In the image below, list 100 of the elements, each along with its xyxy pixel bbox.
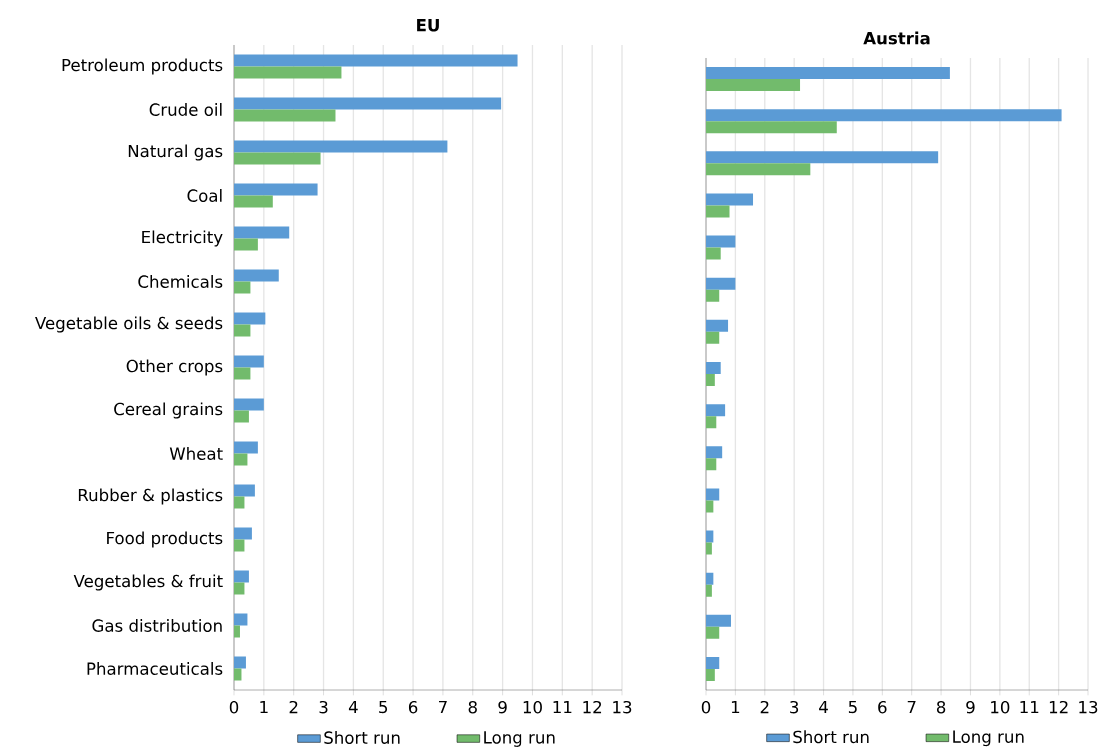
bar — [234, 668, 242, 681]
bar — [234, 281, 251, 294]
x-tick-label: 4 — [348, 700, 358, 714]
bar — [234, 613, 248, 626]
bar — [706, 289, 720, 302]
bar — [234, 367, 251, 380]
bar — [234, 109, 336, 122]
bar — [706, 488, 720, 501]
bar — [706, 193, 754, 206]
y-tick-label: Wheat — [169, 447, 223, 460]
x-tick-label: 1 — [260, 700, 268, 714]
bar — [234, 355, 264, 368]
chart-title: EU — [417, 19, 439, 32]
bar — [234, 527, 252, 540]
bar — [234, 410, 249, 423]
x-tick-label: 7 — [907, 700, 916, 714]
bar — [706, 109, 1062, 122]
x-tick-label: 1 — [731, 700, 740, 714]
y-tick-label: Pharmaceuticals — [87, 662, 223, 675]
x-tick-label: 8 — [468, 700, 477, 714]
bar — [234, 453, 248, 466]
y-tick-label: Vegetables & fruit — [73, 574, 223, 591]
x-tick-label: 13 — [1079, 700, 1098, 714]
x-tick-label: 4 — [819, 700, 828, 714]
bar — [234, 656, 246, 669]
legend-label: Long run — [484, 731, 555, 747]
x-tick-label: 6 — [408, 700, 418, 714]
x-tick-label: 5 — [848, 700, 857, 714]
bar — [234, 582, 245, 595]
x-tick-label: 0 — [229, 700, 239, 714]
bar — [234, 539, 245, 552]
bar — [234, 269, 279, 282]
bar — [706, 67, 950, 80]
bar — [706, 247, 721, 260]
x-tick-label: 13 — [613, 700, 632, 714]
x-tick-label: 11 — [1020, 700, 1039, 714]
bar — [234, 140, 448, 153]
bar — [234, 183, 318, 196]
y-tick-label: Electricity — [142, 230, 223, 247]
y-tick-label: Rubber & plastics — [78, 488, 223, 505]
bar — [706, 656, 720, 669]
y-tick-label: Food products — [107, 531, 223, 548]
bar — [706, 121, 837, 134]
x-tick-label: 11 — [553, 700, 572, 714]
bar — [234, 625, 240, 638]
bar — [706, 163, 811, 176]
y-tick-label: Coal — [187, 189, 222, 202]
y-tick-label: Vegetable oils & seeds — [35, 316, 223, 333]
chart-title: Austria — [863, 31, 930, 45]
x-tick-label: 2 — [289, 700, 298, 714]
y-tick-label: Cereal grains — [114, 402, 223, 419]
bar — [234, 441, 258, 454]
bar — [234, 484, 255, 497]
bar — [234, 152, 321, 165]
x-tick-label: 7 — [439, 700, 447, 714]
x-tick-label: 3 — [790, 700, 799, 714]
y-tick-label: Petroleum products — [62, 58, 223, 75]
bar — [234, 312, 266, 325]
legend-label: Short run — [324, 731, 400, 744]
bar — [706, 235, 736, 248]
bar — [234, 97, 502, 110]
bar — [706, 614, 731, 627]
y-tick-label: Chemicals — [138, 275, 223, 288]
bar — [706, 277, 736, 290]
bar — [706, 626, 720, 639]
y-tick-label: Crude oil — [149, 103, 222, 116]
bar — [234, 496, 245, 509]
x-tick-label: 12 — [583, 700, 602, 714]
x-tick-label: 9 — [966, 700, 975, 714]
x-tick-label: 10 — [991, 700, 1010, 714]
bar — [706, 205, 730, 218]
bar — [234, 66, 342, 79]
bar — [234, 226, 290, 239]
x-tick-label: 9 — [498, 700, 507, 714]
bar — [234, 238, 258, 251]
x-tick-label: 5 — [379, 700, 388, 714]
bar — [706, 79, 801, 92]
bar — [706, 151, 939, 164]
bar — [234, 570, 249, 583]
y-tick-label: Natural gas — [128, 144, 223, 161]
x-tick-label: 3 — [319, 700, 328, 714]
x-tick-label: 0 — [701, 700, 711, 714]
x-tick-label: 6 — [878, 700, 887, 714]
bar — [706, 404, 726, 417]
bar — [706, 374, 715, 387]
bar — [706, 668, 715, 681]
x-tick-label: 10 — [523, 700, 542, 714]
x-tick-label: 8 — [936, 700, 946, 714]
y-tick-label: Gas distribution — [92, 619, 222, 632]
legend-label: Long run — [953, 730, 1024, 747]
bar — [706, 319, 729, 332]
legend-label: Short run — [793, 730, 869, 744]
bar — [706, 362, 721, 375]
bar — [706, 446, 723, 459]
bar — [234, 54, 518, 67]
x-tick-label: 2 — [760, 700, 769, 714]
bar — [234, 195, 273, 208]
x-tick-label: 12 — [1049, 700, 1068, 714]
bar — [706, 331, 720, 344]
bar — [234, 398, 264, 411]
